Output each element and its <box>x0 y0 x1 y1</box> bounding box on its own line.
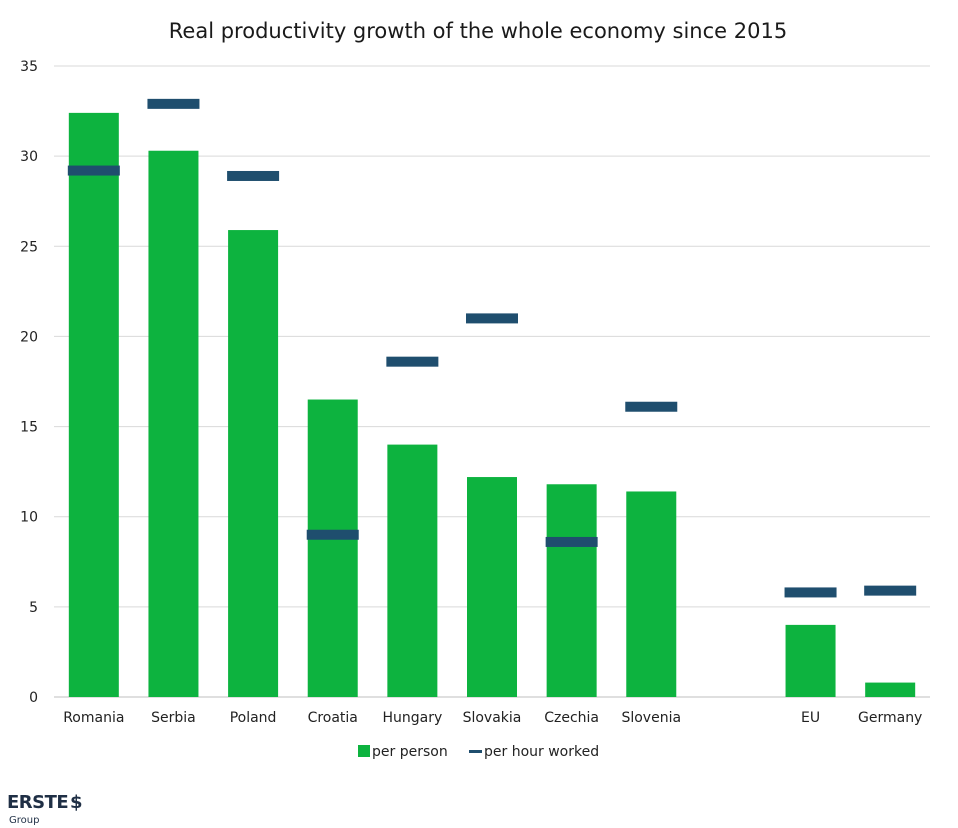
x-tick-label: Hungary <box>382 710 442 726</box>
bar-per-person <box>307 399 358 697</box>
y-tick-label: 20 <box>20 329 38 345</box>
x-tick-label: Poland <box>230 710 277 726</box>
x-tick-label: Serbia <box>151 710 196 726</box>
marker-per-hour-worked <box>386 356 439 367</box>
y-tick-label: 25 <box>20 239 38 255</box>
x-tick-label: Croatia <box>308 710 358 726</box>
y-tick-label: 5 <box>29 600 38 616</box>
logo-subtitle: Group <box>9 815 39 826</box>
legend: per person per hour worked <box>358 744 599 760</box>
x-tick-label: Slovakia <box>463 710 522 726</box>
marker-per-hour-worked <box>545 536 598 547</box>
bar-per-person <box>785 624 836 697</box>
x-tick-label: EU <box>801 710 820 726</box>
bar-per-person <box>546 484 597 697</box>
bar-per-person <box>68 112 119 698</box>
legend-label-per-hour: per hour worked <box>484 744 599 760</box>
y-tick-label: 15 <box>20 420 38 436</box>
bar-per-person <box>387 444 438 697</box>
chart-title: Real productivity growth of the whole ec… <box>169 19 787 43</box>
x-tick-label: Germany <box>858 710 922 726</box>
marker-per-hour-worked <box>67 165 120 176</box>
x-tick-label: Slovenia <box>621 710 681 726</box>
y-tick-label: 0 <box>29 690 38 706</box>
legend-label-per-person: per person <box>372 744 448 760</box>
marker-per-hour-worked <box>625 401 678 412</box>
bar-per-person <box>865 682 916 697</box>
logo-s-mark-icon: $ <box>70 792 83 813</box>
y-tick-label: 30 <box>20 149 38 165</box>
y-tick-label: 10 <box>20 510 38 526</box>
logo-wordmark: ERSTE <box>7 792 68 813</box>
marker-per-hour-worked <box>864 585 917 596</box>
erste-group-logo: ERSTE Group $ <box>7 792 83 826</box>
bar-per-person <box>148 150 199 698</box>
marker-per-hour-worked <box>147 98 200 109</box>
x-tick-label: Czechia <box>544 710 599 726</box>
legend-swatch-per-hour <box>469 750 482 753</box>
bar-per-person <box>467 477 517 697</box>
y-tick-label: 35 <box>20 59 38 75</box>
marker-per-hour-worked <box>227 170 280 181</box>
bar-per-person <box>228 230 279 697</box>
bar-per-person <box>626 491 677 697</box>
legend-swatch-per-person <box>358 745 370 757</box>
marker-per-hour-worked <box>306 529 359 540</box>
marker-per-hour-worked <box>784 587 837 598</box>
marker-per-hour-worked <box>466 313 518 324</box>
x-tick-label: Romania <box>63 710 124 726</box>
